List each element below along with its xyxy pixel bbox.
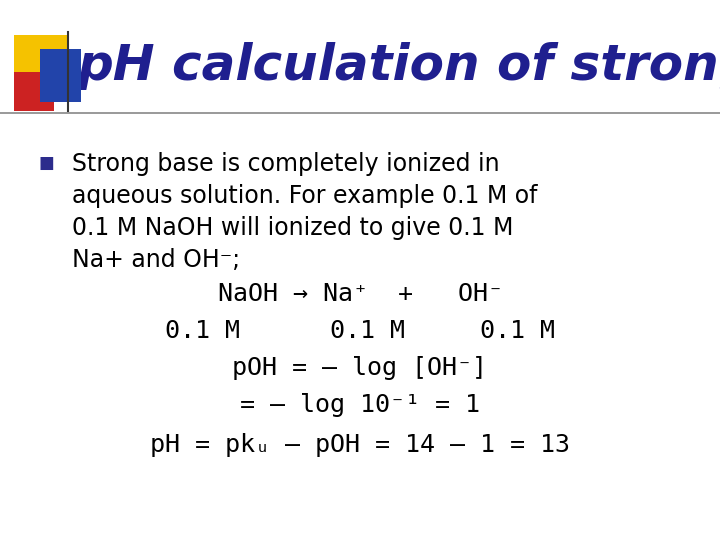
Text: aqueous solution. For example 0.1 M of: aqueous solution. For example 0.1 M of xyxy=(72,184,538,207)
Text: NaOH → Na⁺  +   OH⁻: NaOH → Na⁺ + OH⁻ xyxy=(217,282,503,306)
Text: pH = pkᵤ – pOH = 14 – 1 = 13: pH = pkᵤ – pOH = 14 – 1 = 13 xyxy=(150,433,570,457)
Text: 0.1 M NaOH will ionized to give 0.1 M: 0.1 M NaOH will ionized to give 0.1 M xyxy=(72,216,513,240)
Text: Na+ and OH⁻;: Na+ and OH⁻; xyxy=(72,248,240,272)
Bar xyxy=(14,35,68,84)
Text: ■: ■ xyxy=(39,154,55,172)
Text: pOH = – log [OH⁻]: pOH = – log [OH⁻] xyxy=(233,356,487,380)
Bar xyxy=(14,72,54,111)
Text: 0.1 M      0.1 M     0.1 M: 0.1 M 0.1 M 0.1 M xyxy=(165,319,555,342)
Text: Strong base is completely ionized in: Strong base is completely ionized in xyxy=(72,152,500,176)
Bar xyxy=(40,49,81,102)
Text: = – log 10⁻¹ = 1: = – log 10⁻¹ = 1 xyxy=(240,393,480,417)
Text: pH calculation of strong base: pH calculation of strong base xyxy=(78,43,720,90)
